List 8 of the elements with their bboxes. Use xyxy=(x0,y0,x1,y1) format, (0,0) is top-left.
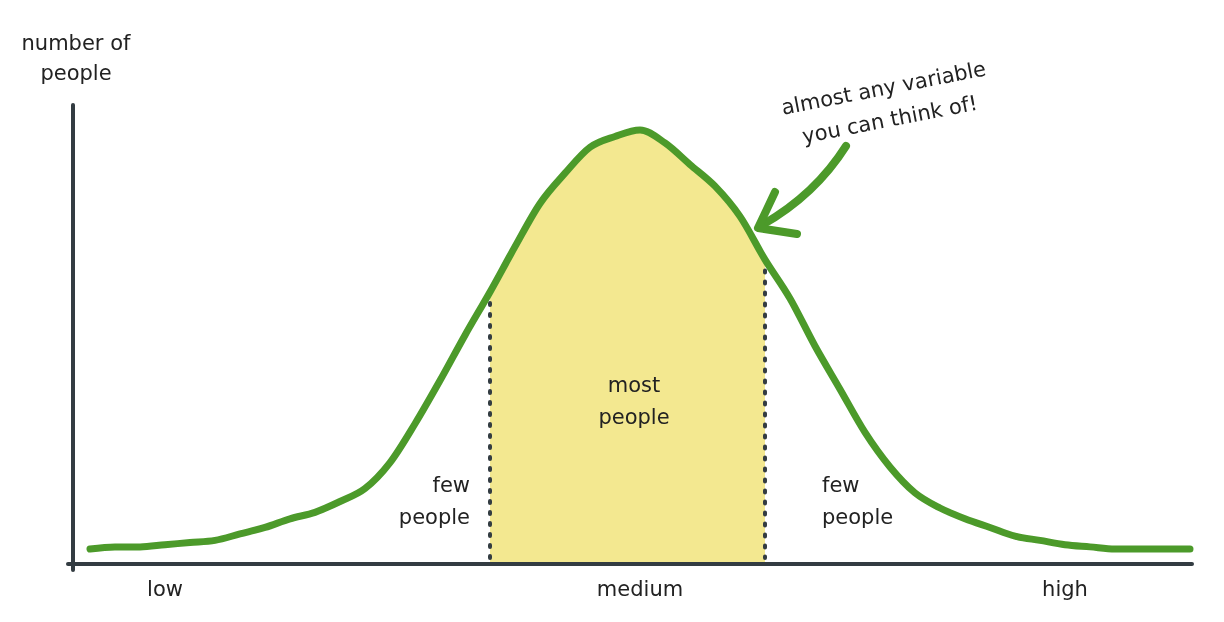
x-tick-label: medium xyxy=(596,577,684,601)
annotation: most people xyxy=(598,373,670,429)
y-axis-title: number of people xyxy=(21,31,132,85)
x-tick-label: high xyxy=(1042,577,1088,601)
annotation: almost any variable you can think of! xyxy=(779,56,988,149)
annotation: few people xyxy=(398,473,470,529)
x-tick-label: low xyxy=(147,577,183,601)
annotation: few people xyxy=(822,473,894,529)
